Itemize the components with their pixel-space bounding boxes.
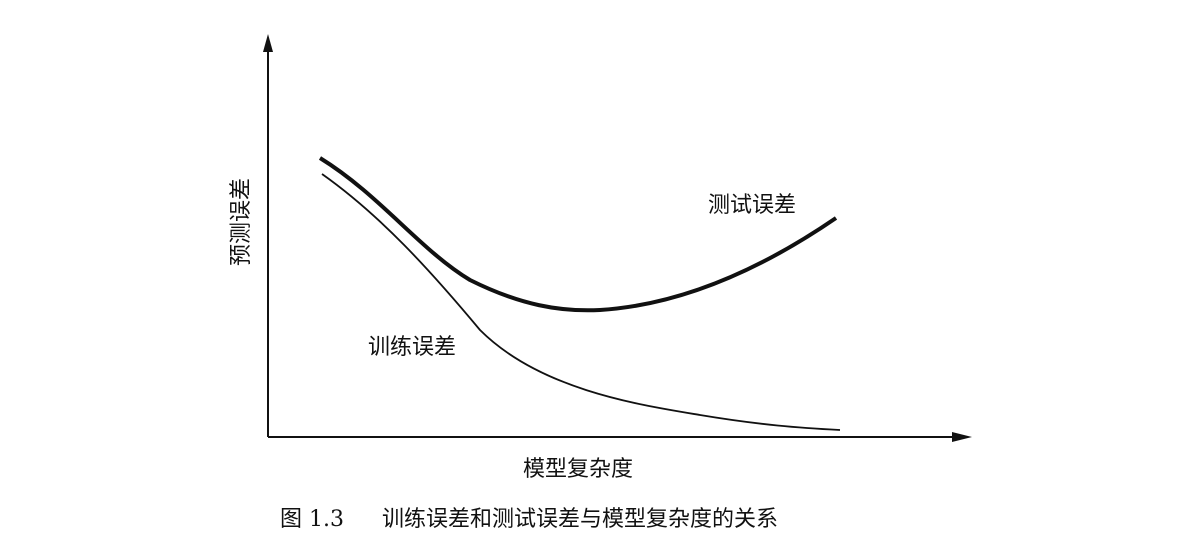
y-axis-label: 预测误差 (229, 178, 254, 266)
x-arrow (952, 432, 972, 442)
train-error-label: 训练误差 (368, 335, 456, 360)
test-error-label: 测试误差 (708, 193, 796, 218)
y-arrow (263, 34, 273, 52)
caption-number: 图 1.3 (280, 507, 344, 532)
x-axis-label: 模型复杂度 (523, 457, 633, 482)
caption-text: 训练误差和测试误差与模型复杂度的关系 (382, 507, 778, 532)
train-error-curve (321, 173, 841, 431)
axes (263, 34, 972, 442)
test-error-curve (318, 156, 838, 313)
